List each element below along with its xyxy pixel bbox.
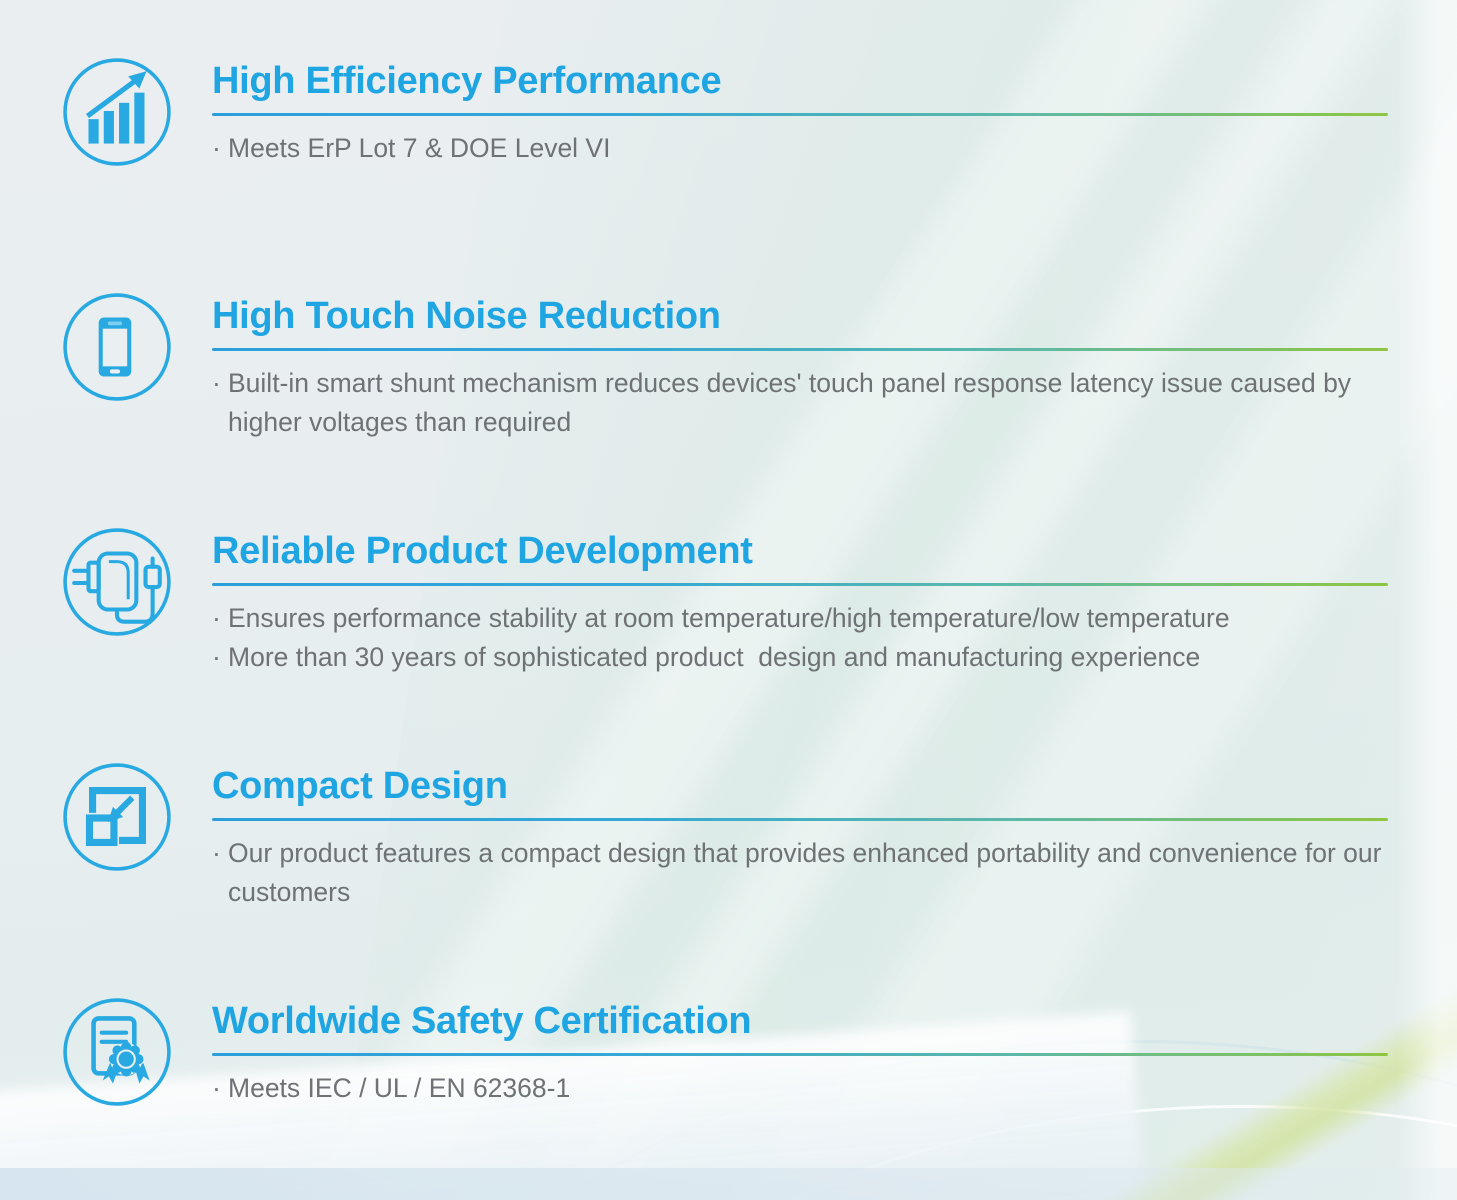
section-divider — [212, 818, 1388, 821]
background-right-highlight — [1397, 0, 1457, 1200]
bullet-item: · Meets ErP Lot 7 & DOE Level VI — [212, 129, 1388, 168]
bullet-marker: · — [212, 1073, 221, 1103]
section-title: Compact Design — [212, 765, 508, 807]
section-title: Worldwide Safety Certification — [212, 1000, 752, 1042]
bullet-text: Meets ErP Lot 7 & DOE Level VI — [228, 133, 611, 163]
section-divider — [212, 348, 1388, 351]
bullet-item: · Built-in smart shunt mechanism reduces… — [212, 364, 1388, 441]
section-divider — [212, 583, 1388, 586]
bullet-marker: · — [212, 133, 221, 163]
power-adapter-icon — [61, 526, 173, 638]
bullet-text: Our product features a compact design th… — [228, 838, 1389, 907]
background-arc — [540, 1105, 1457, 1200]
bullet-text: Ensures performance stability at room te… — [228, 603, 1230, 633]
section-title: High Efficiency Performance — [212, 60, 722, 102]
background-bottom-strip — [0, 1168, 1457, 1200]
bullet-item: · Ensures performance stability at room … — [212, 599, 1388, 638]
bar-chart-growth-icon — [61, 56, 173, 168]
section-title: High Touch Noise Reduction — [212, 295, 721, 337]
smartphone-icon — [61, 291, 173, 403]
certificate-icon — [61, 996, 173, 1108]
section-divider — [212, 1053, 1388, 1056]
bullet-marker: · — [212, 603, 221, 633]
bullet-text: More than 30 years of sophisticated prod… — [228, 641, 1201, 672]
bullet-marker: · — [212, 641, 221, 672]
section-title: Reliable Product Development — [212, 530, 753, 572]
bullet-item: · More than 30 years of sophisticated pr… — [212, 638, 1388, 677]
section-divider — [212, 113, 1388, 116]
bullet-item: · Meets IEC / UL / EN 62368-1 — [212, 1069, 1388, 1108]
bullet-item: · Our product features a compact design … — [212, 834, 1388, 911]
resize-compact-icon — [61, 761, 173, 873]
bullet-marker: · — [212, 838, 221, 868]
bullet-text: Meets IEC / UL / EN 62368-1 — [228, 1073, 571, 1103]
bullet-marker: · — [212, 368, 221, 398]
bullet-text: Built-in smart shunt mechanism reduces d… — [228, 368, 1359, 437]
